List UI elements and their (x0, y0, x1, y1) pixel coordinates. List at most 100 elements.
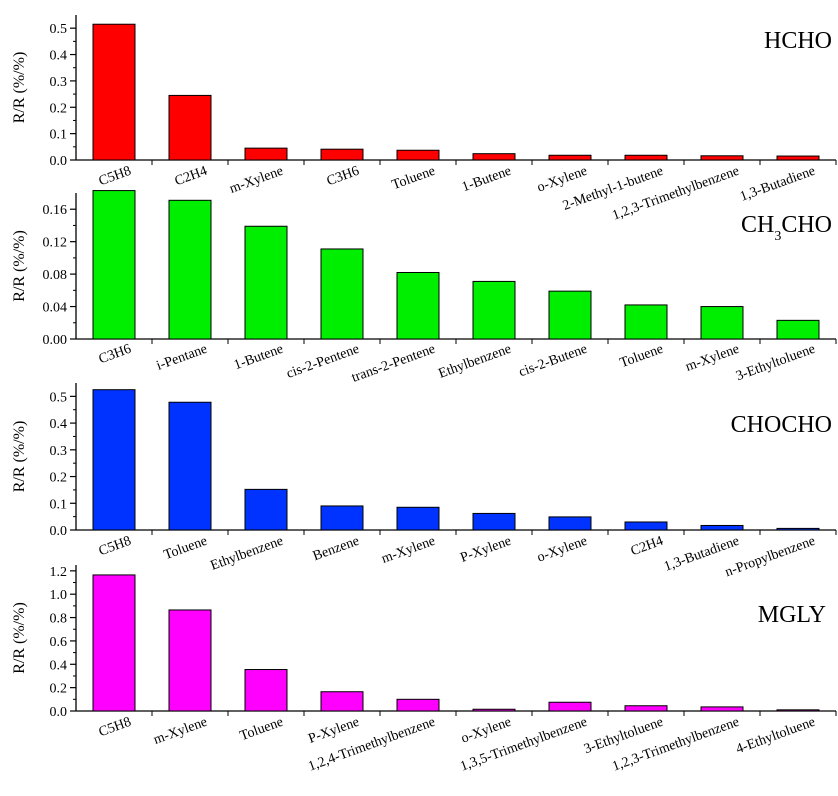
x-tick-label: C3H6 (325, 164, 362, 190)
y-tick-label: 0.0 (50, 705, 68, 720)
x-tick-label: cis-2-Pentene (285, 342, 362, 382)
x-tick-label: P-Xylene (307, 715, 362, 747)
bar-toluene (396, 149, 440, 161)
x-tick-label: Toluene (618, 342, 665, 371)
x-tick-label: o-Xylene (535, 164, 589, 196)
y-tick-label: 0.3 (50, 75, 68, 90)
y-tick-label: 0.16 (43, 203, 68, 218)
x-tick-label: o-Xylene (459, 715, 513, 747)
y-tick-label: 0.4 (50, 658, 68, 673)
x-tick-label: C2H4 (629, 534, 666, 560)
bar-m-xylene (396, 506, 440, 531)
bar-o-xylene (548, 154, 592, 161)
x-tick-label: m-Xylene (228, 164, 286, 197)
bar-m-xylene (244, 147, 288, 161)
bar-1-2-3-trimethylbenzene (700, 155, 744, 161)
x-tick-label: trans-2-Pentene (350, 342, 438, 386)
y-tick-label: 0.00 (43, 333, 68, 348)
bar-o-xylene (548, 516, 592, 531)
bar-toluene (244, 669, 288, 712)
y-tick-label: 0.12 (43, 236, 68, 251)
y-tick-label: 0.1 (50, 128, 68, 143)
bar-c5h8 (92, 574, 136, 712)
x-tick-label: 1,3,5-Trimethylbenzene (458, 715, 589, 775)
bar-m-xylene (168, 609, 212, 712)
x-tick-label: Toluene (390, 164, 437, 193)
bar-1-2-3-trimethylbenzene (700, 706, 744, 712)
bar-c2h4 (624, 521, 668, 531)
x-tick-label: 1,3-Butadiene (738, 164, 817, 205)
bar-1-3-butadiene (776, 155, 820, 161)
y-tick-label: 0.0 (50, 154, 68, 169)
x-tick-label: C3H6 (97, 342, 134, 368)
y-tick-label: 0.0 (50, 524, 68, 539)
y-tick-label: 0.8 (50, 612, 68, 627)
x-tick-label: P-Xylene (459, 534, 514, 566)
y-axis-label: R/R (%/%) (11, 52, 28, 124)
x-tick-label: 1,2,4-Trimethylbenzene (306, 715, 437, 775)
x-tick-label: C5H8 (97, 715, 134, 741)
bar-toluene (168, 401, 212, 531)
y-tick-label: 0.2 (50, 682, 68, 697)
x-tick-label: o-Xylene (535, 534, 589, 566)
y-tick-label: 1.0 (50, 588, 68, 603)
y-tick-label: 0.5 (50, 22, 68, 37)
x-tick-label: m-Xylene (152, 715, 210, 748)
x-tick-label: Toluene (238, 715, 285, 744)
x-tick-label: i-Pentane (155, 342, 210, 374)
bar-m-xylene (700, 306, 744, 340)
panel-title: HCHO (764, 28, 832, 54)
panel-title: CH3CHO (741, 212, 832, 244)
x-tick-label: Benzene (311, 534, 361, 565)
bar-c2h4 (168, 94, 212, 161)
y-tick-label: 0.08 (43, 268, 68, 283)
bar-c3h6 (320, 148, 364, 161)
panel-title: CHOCHO (731, 412, 832, 438)
x-tick-label: 4-Ethyltoluene (734, 715, 817, 758)
y-axis-label: R/R (%/%) (11, 230, 28, 302)
bar-cis-2-pentene (320, 248, 364, 340)
x-tick-label: Ethylbenzene (209, 534, 286, 574)
bar-o-xylene (472, 708, 516, 712)
chart-panel-4: 0.0 0.2 0.4 0.6 0.8 1.0 1.2 R/R (%/%) C5H8 m-Xyle… (11, 565, 837, 775)
bar-c5h8 (92, 23, 136, 161)
y-tick-label: 0.5 (50, 390, 68, 405)
y-tick-label: 0.2 (50, 471, 68, 486)
x-tick-label: C5H8 (97, 164, 134, 190)
bar-p-xylene (320, 691, 364, 712)
x-tick-label: m-Xylene (380, 534, 438, 567)
bar-1-2-4-trimethylbenzene (396, 698, 440, 712)
chart-panel-2: 0.00 0.04 0.08 0.12 0.16 R/R (%/%) C3H6 i-Penta… (11, 190, 837, 386)
bar-toluene (624, 304, 668, 340)
x-tick-label: 3-Ethyltoluene (734, 342, 817, 385)
bar-i-pentane (168, 199, 212, 340)
bar-1-butene (244, 225, 288, 340)
y-tick-label: 0.4 (50, 49, 68, 64)
panel-title: MGLY (758, 602, 826, 628)
bar-1-butene (472, 153, 516, 161)
bar-c3h6 (92, 190, 136, 340)
x-tick-label: m-Xylene (684, 342, 742, 375)
x-tick-label: cis-2-Butene (517, 342, 589, 381)
x-tick-label: 1-Butene (232, 342, 285, 374)
x-tick-label: 1,2,3-Trimethylbenzene (610, 715, 741, 775)
bar-trans-2-pentene (396, 271, 440, 340)
bar-1-3-5-trimethylbenzene (548, 701, 592, 712)
y-axis-label: R/R (%/%) (11, 602, 28, 674)
x-tick-label: 1,2,3-Trimethylbenzene (610, 164, 741, 224)
y-tick-label: 0.3 (50, 444, 68, 459)
x-tick-label: Toluene (162, 534, 209, 563)
y-tick-label: 0.4 (50, 417, 68, 432)
bar-2-methyl-1-butene (624, 154, 668, 161)
y-tick-label: 0.6 (50, 635, 68, 650)
chart-panel-3: 0.0 0.1 0.2 0.3 0.4 0.5 R/R (%/%) C5H8 Toluene Et… (11, 383, 837, 580)
x-tick-label: C5H8 (97, 534, 134, 560)
x-tick-label: Ethylbenzene (437, 342, 514, 382)
bar-c5h8 (92, 389, 136, 531)
y-tick-label: 0.04 (43, 301, 68, 316)
y-tick-label: 1.2 (50, 565, 68, 580)
bar-4-ethyltoluene (776, 709, 820, 712)
bar-benzene (320, 505, 364, 531)
